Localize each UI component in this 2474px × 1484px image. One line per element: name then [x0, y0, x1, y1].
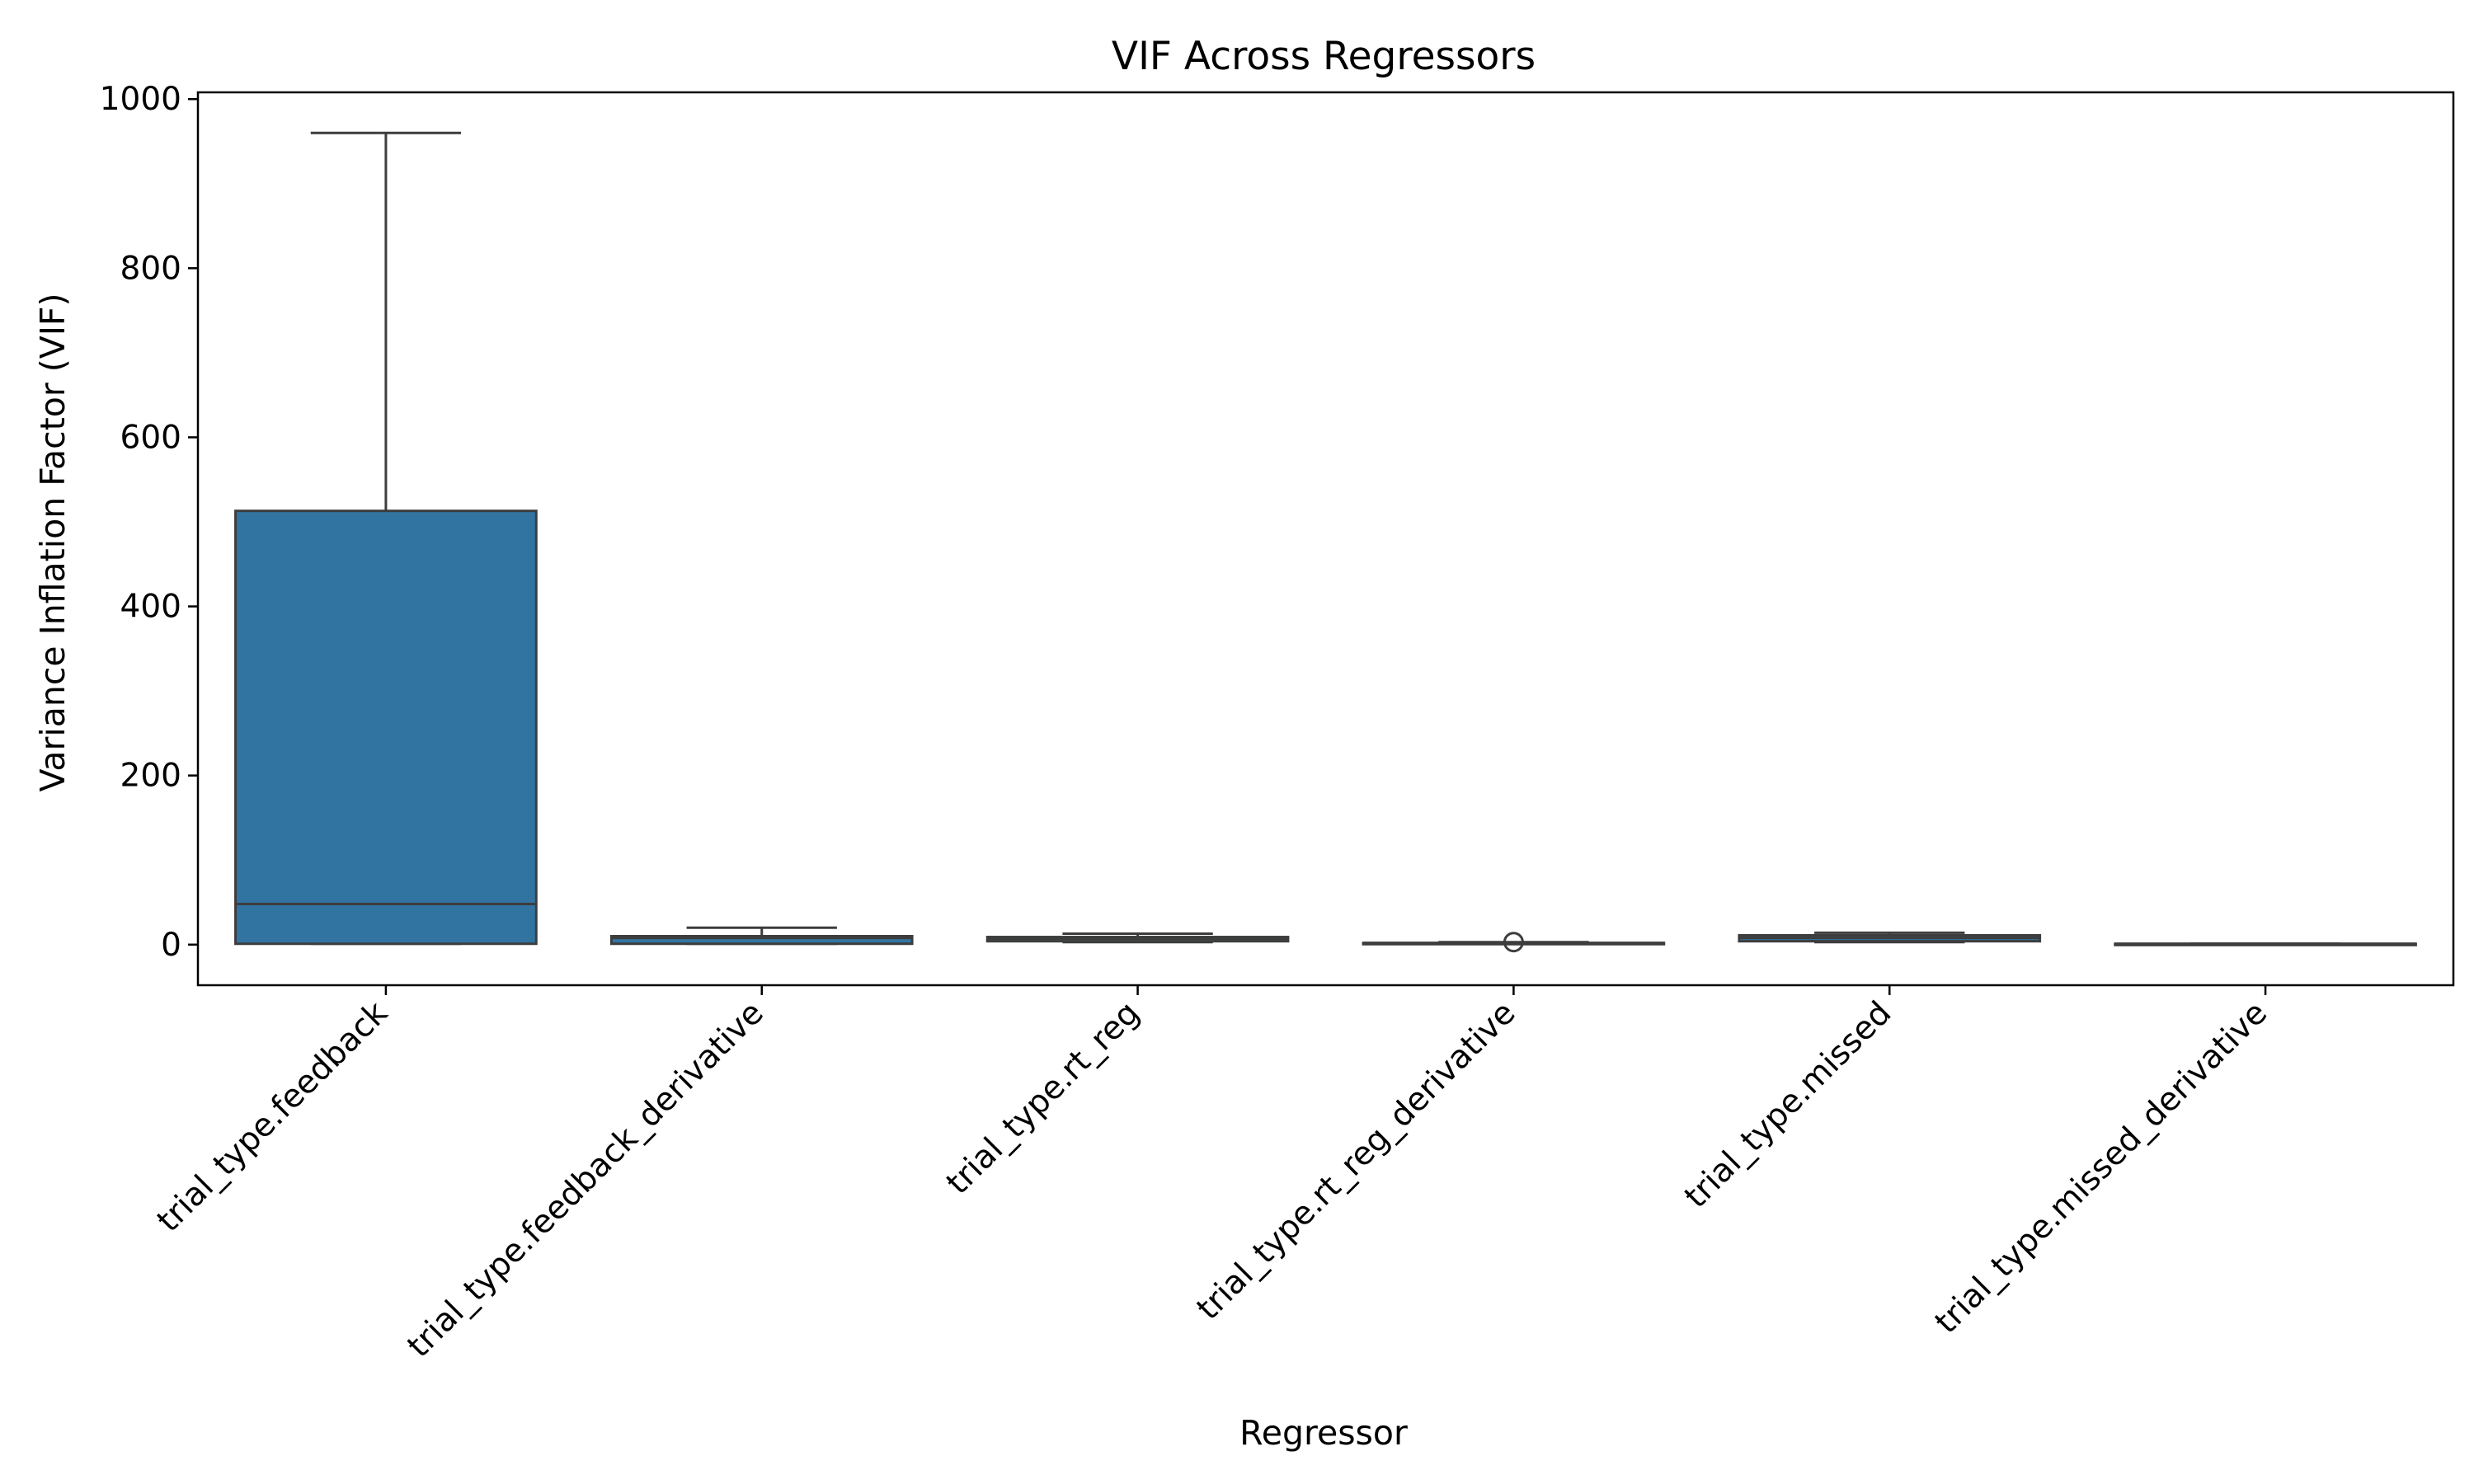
y-tick-label: 1000 — [100, 81, 181, 118]
y-tick-label: 0 — [161, 927, 181, 964]
box-iqr — [234, 510, 538, 946]
x-axis-label: Regressor — [1239, 1413, 1408, 1453]
plot-frame — [196, 91, 2455, 987]
box-iqr — [609, 935, 914, 946]
y-tick-label: 200 — [120, 758, 181, 795]
y-tick-label: 600 — [120, 419, 181, 456]
y-axis-label: Variance Inflation Factor (VIF) — [33, 294, 73, 792]
y-tick-label: 400 — [120, 589, 181, 626]
chart-title: VIF Across Regressors — [1112, 34, 1536, 79]
y-tick-label: 800 — [120, 250, 181, 287]
outlier-point — [1503, 932, 1524, 953]
